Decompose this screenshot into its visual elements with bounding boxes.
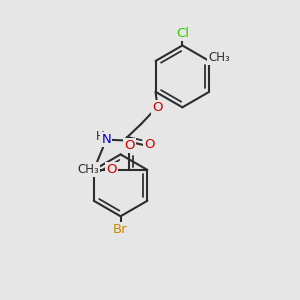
Text: Cl: Cl xyxy=(176,27,189,40)
Text: O: O xyxy=(152,101,162,114)
Text: O: O xyxy=(124,139,135,152)
Text: O: O xyxy=(144,138,155,151)
Text: Br: Br xyxy=(113,223,128,236)
Text: CH₃: CH₃ xyxy=(208,52,230,64)
Text: CH₃: CH₃ xyxy=(78,164,99,176)
Text: N: N xyxy=(101,133,111,146)
Text: O: O xyxy=(106,164,117,176)
Text: H: H xyxy=(96,130,105,143)
